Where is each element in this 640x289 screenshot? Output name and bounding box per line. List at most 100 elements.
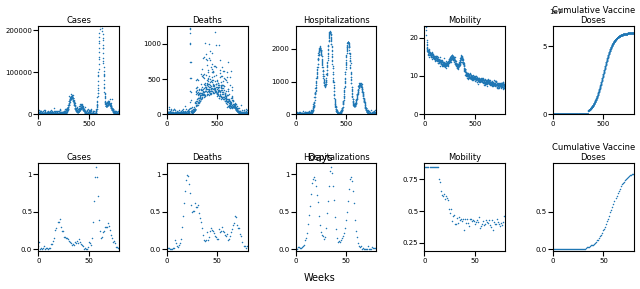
Point [100, 103, 111, 108]
Point [42, 110, 52, 115]
Point [496, 82, 506, 86]
Point [231, 108, 241, 112]
Point [202, 77, 212, 82]
Point [617, 32, 627, 37]
Point [214, 92, 225, 97]
Point [556, 247, 566, 251]
Point [304, 109, 314, 113]
Point [463, 74, 474, 79]
Point [61, 111, 71, 115]
Point [360, 103, 370, 107]
Point [480, 83, 490, 87]
Point [296, 111, 306, 116]
Point [585, 107, 595, 112]
Point [310, 90, 321, 94]
Point [52, 112, 63, 116]
Point [469, 77, 479, 82]
Point [296, 112, 306, 117]
Point [294, 112, 305, 116]
Point [204, 85, 214, 90]
Point [624, 31, 634, 36]
Point [358, 96, 369, 101]
Point [303, 112, 314, 116]
Point [351, 228, 361, 233]
Point [80, 110, 90, 114]
Point [107, 107, 117, 111]
Point [212, 85, 223, 89]
Point [42, 110, 52, 115]
Point [586, 106, 596, 111]
Point [326, 42, 337, 46]
Point [186, 109, 196, 113]
Point [295, 112, 305, 116]
Point [49, 111, 59, 116]
Point [371, 111, 381, 115]
Point [173, 111, 184, 116]
Point [616, 33, 626, 38]
Point [575, 112, 586, 117]
Point [106, 104, 116, 109]
Point [180, 110, 190, 115]
Point [620, 32, 630, 36]
Point [174, 243, 184, 248]
Point [367, 110, 377, 114]
Point [585, 107, 595, 111]
Point [65, 98, 75, 103]
Point [561, 112, 572, 117]
Point [469, 77, 479, 81]
Point [339, 98, 349, 102]
Point [216, 95, 226, 100]
Point [356, 83, 366, 88]
Point [625, 31, 635, 36]
Point [476, 76, 486, 81]
Point [214, 89, 225, 93]
Point [189, 108, 200, 112]
Point [76, 106, 86, 110]
Point [337, 106, 348, 111]
Point [64, 94, 74, 98]
Point [602, 57, 612, 62]
Point [499, 214, 509, 218]
Point [315, 47, 325, 52]
Point [467, 77, 477, 81]
Point [620, 32, 630, 36]
Point [324, 184, 334, 188]
Point [67, 93, 77, 98]
Point [431, 58, 441, 62]
Point [421, 164, 431, 169]
Point [577, 112, 588, 117]
Point [476, 77, 486, 82]
Point [442, 60, 452, 65]
Point [325, 31, 335, 35]
Point [314, 49, 324, 53]
Point [493, 83, 503, 88]
Point [95, 228, 105, 233]
Point [84, 112, 94, 117]
Point [558, 112, 568, 117]
Point [98, 59, 108, 64]
Point [337, 236, 347, 240]
Point [468, 75, 478, 80]
Point [58, 229, 68, 234]
Point [472, 77, 482, 81]
Point [47, 112, 58, 116]
Point [86, 111, 96, 116]
Point [186, 109, 196, 113]
Point [234, 226, 244, 231]
Title: Hospitalizations: Hospitalizations [303, 153, 369, 162]
Point [353, 90, 363, 95]
Point [589, 101, 600, 105]
Point [63, 100, 74, 105]
Point [165, 111, 175, 116]
Point [235, 112, 245, 116]
Point [561, 112, 572, 117]
Point [628, 31, 638, 35]
Point [210, 88, 220, 93]
Point [201, 89, 211, 94]
Point [104, 101, 115, 105]
Point [106, 105, 116, 110]
Point [439, 60, 449, 65]
Point [305, 109, 316, 114]
Point [351, 97, 362, 101]
Point [600, 64, 611, 69]
